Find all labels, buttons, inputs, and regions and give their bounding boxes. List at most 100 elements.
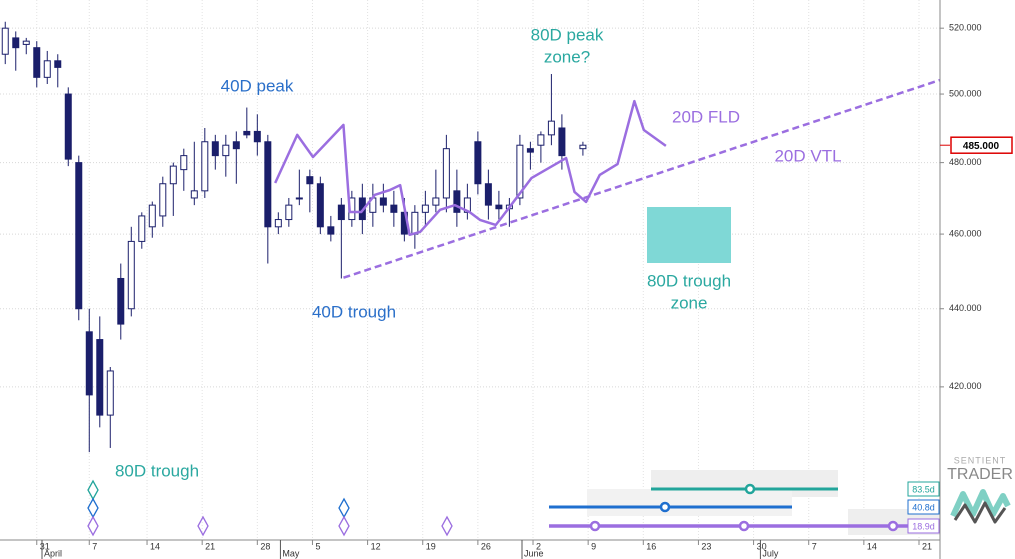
trough-zone-box xyxy=(647,207,731,263)
candle-body xyxy=(43,60,51,78)
y-tick-label: 480.000 xyxy=(949,157,982,167)
candle-body xyxy=(96,339,104,416)
candle-body xyxy=(537,134,545,146)
candle-body xyxy=(243,130,251,136)
candle-body xyxy=(516,144,524,199)
cycle-diamonds xyxy=(87,479,453,537)
candle-body xyxy=(190,190,198,199)
cycle-labels: 83.5d 40.8d 18.9d xyxy=(907,481,940,534)
candle-body xyxy=(390,204,398,213)
month-label: April xyxy=(44,548,62,558)
x-tick-label: 12 xyxy=(371,541,381,551)
last-price-box xyxy=(950,136,1013,154)
candle-body xyxy=(579,144,587,150)
candle-body xyxy=(432,197,440,206)
month-label: July xyxy=(762,548,779,558)
candle-body xyxy=(337,204,345,221)
candle-body xyxy=(75,162,83,310)
candle-body xyxy=(138,215,146,242)
x-tick-label: 9 xyxy=(591,541,596,551)
x-tick-label: 30 xyxy=(757,541,767,551)
candle-body xyxy=(558,127,566,157)
cycle-label: 40.8d xyxy=(912,502,935,512)
x-tick-label: 21 xyxy=(922,541,932,551)
x-tick-label: 14 xyxy=(150,541,160,551)
candle-body xyxy=(159,183,167,217)
x-tick-label: 31 xyxy=(40,541,50,551)
candle-body xyxy=(85,331,93,396)
x-tick-label: 19 xyxy=(426,541,436,551)
month-label: June xyxy=(524,548,544,558)
line-label: 20D FLD xyxy=(672,107,740,126)
month-label: May xyxy=(282,548,300,558)
candle-body xyxy=(547,120,555,136)
x-tick-label: 28 xyxy=(260,541,270,551)
candle-body xyxy=(421,204,429,213)
candle-body xyxy=(33,47,41,78)
x-tick-label: 14 xyxy=(867,541,877,551)
cycle-label-box xyxy=(907,481,940,497)
candle-body xyxy=(327,226,335,235)
candle-body xyxy=(253,130,261,143)
x-tick-label: 5 xyxy=(315,541,320,551)
x-tick-label: 21 xyxy=(205,541,215,551)
candle-body xyxy=(169,165,177,185)
annotation: 80D trough xyxy=(115,461,199,480)
candle-body xyxy=(285,204,293,221)
candle-body xyxy=(316,183,324,228)
candle-body xyxy=(484,183,492,206)
y-tick-label: 500.000 xyxy=(949,88,982,98)
cycle-bars xyxy=(549,470,940,535)
candle-body xyxy=(526,148,534,153)
annotation: 40D trough xyxy=(312,302,396,321)
candle-body xyxy=(274,219,282,228)
marks xyxy=(1,21,941,453)
candle-body xyxy=(211,141,219,157)
annotation: zone? xyxy=(544,47,590,66)
last-price-label: 485.000 xyxy=(963,141,1000,152)
indicator-line xyxy=(274,99,667,237)
annotation: 80D trough xyxy=(647,271,731,290)
annotation: 40D peak xyxy=(221,76,294,95)
candle-body xyxy=(306,176,314,185)
x-tick-label: 7 xyxy=(92,541,97,551)
y-tick-label: 440.000 xyxy=(949,303,982,313)
candle-body xyxy=(379,197,387,206)
candle-body xyxy=(474,141,482,185)
indicator-line xyxy=(343,78,941,279)
cycle-label: 83.5d xyxy=(912,484,935,494)
candle-body xyxy=(180,155,188,171)
watermark-text: TRADER xyxy=(947,466,1013,483)
cycle-label-box xyxy=(907,499,940,515)
candle-body xyxy=(1,27,9,55)
x-tick-label: 7 xyxy=(812,541,817,551)
candle-body xyxy=(12,37,20,49)
candle-body xyxy=(442,148,450,199)
candle-body xyxy=(127,240,135,310)
candle-body xyxy=(148,204,156,228)
watermark: SENTIENT TRADER xyxy=(947,455,1013,524)
annotation: zone xyxy=(671,293,708,312)
x-tick-label: 2 xyxy=(536,541,541,551)
y-tick-label: 420.000 xyxy=(949,381,982,391)
candle-body xyxy=(54,60,62,68)
watermark-text: SENTIENT xyxy=(954,455,1007,465)
candle-body xyxy=(106,370,114,416)
line-label: 20D VTL xyxy=(774,146,841,165)
cycle-label: 18.9d xyxy=(912,521,935,531)
candle-body xyxy=(495,204,503,210)
candle-body xyxy=(411,211,419,235)
x-tick-label: 23 xyxy=(701,541,711,551)
candle-body xyxy=(232,141,240,150)
candle-body xyxy=(64,93,72,160)
x-tick-label: 16 xyxy=(646,541,656,551)
x-tick-label: 26 xyxy=(481,541,491,551)
candle-body xyxy=(264,141,272,228)
candle-body xyxy=(453,190,461,213)
candle-body xyxy=(201,141,209,192)
axes: 420.000 440.000 460.000 480.000 500.000 520.0… xyxy=(36,23,1013,559)
y-tick-label: 520.000 xyxy=(949,23,982,33)
candle-body xyxy=(117,277,125,325)
